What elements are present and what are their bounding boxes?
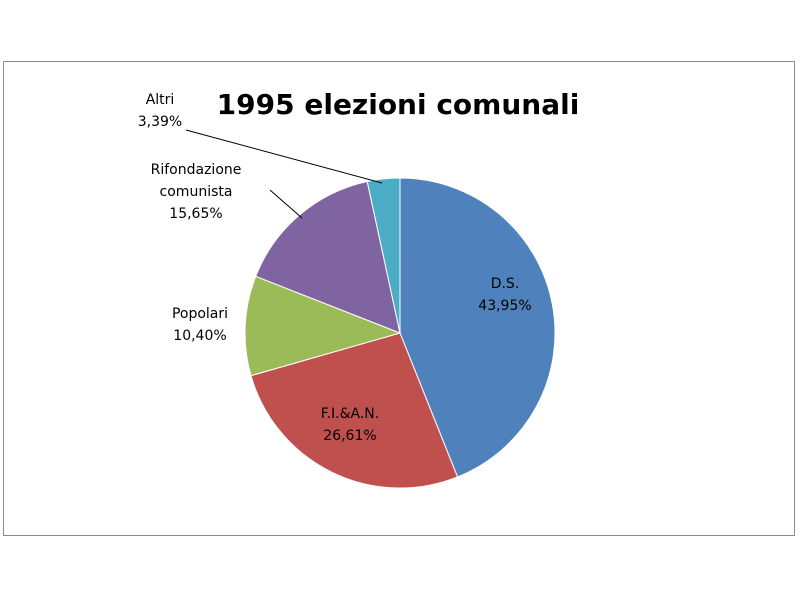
slice-label: D.S. 43,95% bbox=[478, 276, 531, 314]
leader-lines bbox=[185, 129, 383, 219]
slice-label: F.I.&A.N. 26,61% bbox=[321, 406, 379, 444]
slice-label: Popolari 10,40% bbox=[172, 306, 228, 344]
leader-line bbox=[185, 129, 383, 184]
slice-value-label: 3,39% bbox=[138, 114, 182, 130]
slice-label: Altri 3,39% bbox=[138, 92, 182, 130]
slice-name-label: Rifondazione bbox=[151, 162, 242, 178]
pie-slices bbox=[244, 177, 556, 489]
pie-slice-popolari bbox=[244, 275, 402, 377]
slice-name-label: comunista bbox=[160, 184, 233, 200]
slice-value-label: 26,61% bbox=[323, 428, 376, 444]
slice-name-label: Popolari bbox=[172, 306, 228, 322]
pie-slice-rifondazione-comunista bbox=[255, 180, 401, 334]
slice-value-label: 15,65% bbox=[169, 206, 222, 222]
leader-line bbox=[269, 189, 303, 219]
pie-slice-altri bbox=[366, 177, 401, 334]
slice-name-label: Altri bbox=[146, 92, 175, 108]
slice-name-label: D.S. bbox=[491, 276, 520, 292]
pie-slice-f-i-a-n bbox=[250, 332, 459, 489]
slice-value-label: 10,40% bbox=[173, 328, 226, 344]
slice-value-label: 43,95% bbox=[478, 298, 531, 314]
slice-label: Rifondazione comunista 15,65% bbox=[151, 162, 242, 222]
pie-slice-d-s bbox=[399, 177, 556, 478]
chart-title: 1995 elezioni comunali bbox=[217, 88, 580, 121]
slice-name-label: F.I.&A.N. bbox=[321, 406, 379, 422]
slice-labels: D.S. 43,95% F.I.&A.N. 26,61% Popolari 10,40% R… bbox=[138, 92, 532, 444]
